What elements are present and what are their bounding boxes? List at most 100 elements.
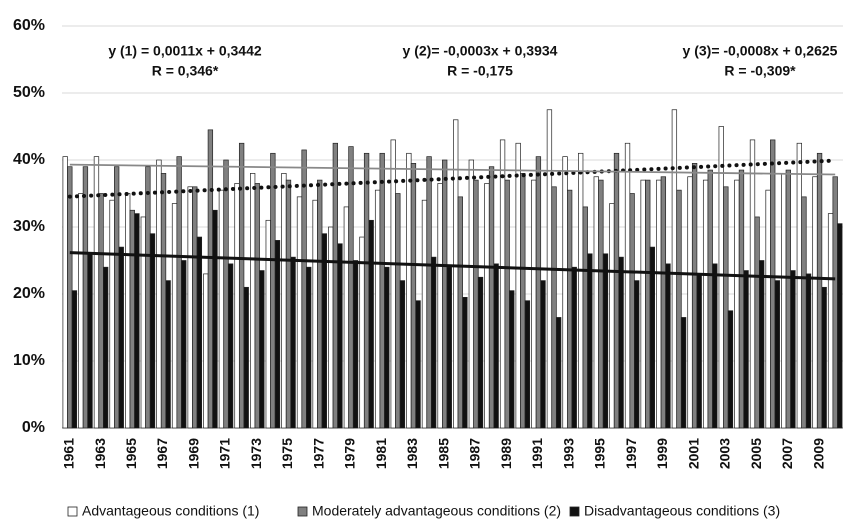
- bar: [723, 186, 729, 429]
- bar: [660, 176, 667, 429]
- bar: [493, 263, 499, 429]
- bar: [93, 156, 100, 429]
- bar: [687, 176, 693, 429]
- bar: [270, 152, 276, 429]
- legend-label: Disadvantageous conditions (3): [584, 503, 780, 519]
- bar: [718, 126, 724, 429]
- bar: [415, 300, 421, 429]
- bar: [301, 149, 307, 429]
- trend-r: R = 0,346*: [152, 63, 219, 79]
- bar: [87, 253, 93, 429]
- bar: [609, 203, 615, 429]
- bar: [395, 193, 401, 429]
- x-tick-label: 1987: [467, 438, 483, 469]
- bar: [796, 142, 802, 429]
- bar: [781, 173, 787, 429]
- bar: [399, 280, 406, 429]
- bar: [321, 233, 327, 429]
- bar: [696, 273, 702, 429]
- bar: [453, 119, 459, 429]
- y-tick-label: 50%: [13, 84, 45, 101]
- y-tick-label: 10%: [13, 352, 45, 369]
- bar: [368, 219, 374, 429]
- y-tick-label: 0%: [22, 419, 45, 436]
- bar: [801, 196, 807, 429]
- trend-line: [67, 158, 838, 199]
- bar: [254, 183, 260, 429]
- bar: [348, 146, 354, 429]
- x-tick-label: 1967: [154, 438, 170, 469]
- x-tick-label: 2005: [748, 438, 764, 469]
- bar: [337, 243, 343, 429]
- bar: [712, 263, 718, 429]
- bar: [238, 142, 245, 429]
- bar: [140, 216, 146, 429]
- bar: [145, 166, 151, 429]
- legend-label: Moderately advantageous conditions (2): [312, 503, 561, 519]
- bar: [645, 179, 651, 429]
- bar: [442, 159, 448, 429]
- bar: [649, 246, 655, 429]
- bar: [634, 280, 640, 429]
- bar: [473, 179, 479, 429]
- bar: [827, 213, 834, 429]
- bar: [176, 156, 182, 429]
- x-tick-label: 2007: [779, 438, 795, 469]
- legend-swatch: [569, 506, 580, 517]
- bar: [671, 109, 678, 429]
- bar: [535, 156, 542, 429]
- bar: [102, 266, 109, 429]
- bar: [62, 156, 68, 429]
- x-tick-label: 1985: [435, 438, 451, 469]
- x-tick-label: 1965: [123, 438, 139, 469]
- bar: [468, 159, 474, 429]
- bar: [504, 179, 510, 429]
- bar: [587, 253, 593, 429]
- bar: [374, 189, 381, 429]
- bar: [602, 253, 609, 429]
- x-tick-label: 1969: [185, 438, 201, 469]
- x-tick-label: 2003: [717, 438, 733, 469]
- bar: [759, 260, 765, 429]
- bar: [118, 246, 124, 429]
- bar: [832, 176, 838, 429]
- bar: [613, 152, 620, 429]
- bar: [149, 233, 156, 429]
- bar: [234, 183, 240, 429]
- bar: [734, 179, 740, 429]
- bar: [78, 193, 84, 429]
- x-tick-label: 1995: [592, 438, 608, 469]
- x-tick-label: 1997: [623, 438, 639, 469]
- bar: [250, 173, 256, 429]
- bar: [82, 166, 89, 429]
- bar: [265, 219, 271, 429]
- bar: [363, 152, 370, 429]
- bar: [509, 290, 515, 429]
- bar: [624, 142, 631, 429]
- bar: [785, 169, 791, 429]
- bar: [285, 179, 292, 429]
- bar: [774, 280, 780, 429]
- y-tick-label: 60%: [13, 17, 45, 34]
- bar: [426, 156, 432, 429]
- bar: [821, 286, 827, 429]
- bar: [770, 139, 776, 429]
- bar: [499, 139, 506, 429]
- x-tick-label: 1975: [279, 438, 295, 469]
- bar: [582, 206, 588, 429]
- x-tick-label: 1977: [310, 438, 326, 469]
- legend-swatch: [297, 506, 308, 517]
- bar: [384, 266, 390, 429]
- bar: [290, 256, 296, 429]
- bar: [71, 290, 78, 429]
- x-tick-label: 1973: [248, 438, 264, 469]
- bar: [421, 199, 428, 429]
- bar: [484, 183, 490, 429]
- bar: [598, 179, 604, 429]
- bar: [379, 152, 385, 429]
- bar: [437, 183, 443, 429]
- bar: [165, 280, 171, 429]
- bar: [243, 286, 249, 429]
- x-tick-label: 2001: [685, 438, 701, 469]
- bar: [281, 173, 287, 429]
